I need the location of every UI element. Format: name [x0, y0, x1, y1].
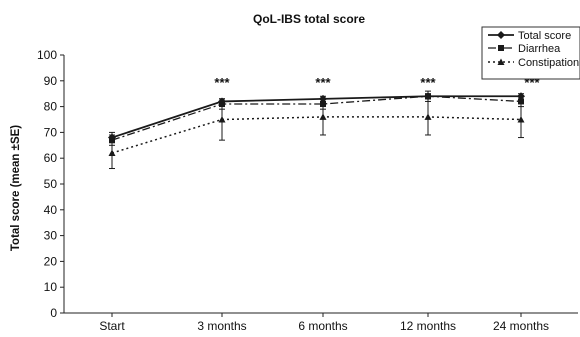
legend-label: Constipation: [518, 57, 579, 69]
series-line: [111, 95, 521, 139]
y-tick-label: 10: [44, 280, 58, 294]
x-tick-label: Start: [99, 319, 125, 333]
significance-marker: ***: [420, 75, 436, 90]
y-tick-label: 40: [44, 203, 58, 217]
y-tick-label: 70: [44, 125, 58, 139]
axes: 0 10 20 30 40 50 60 70 80 90 100 Start 3 months 6 mon…: [37, 48, 578, 333]
y-tick-label: 0: [50, 306, 57, 320]
x-tick-label: 3 months: [197, 319, 246, 333]
data-point: [108, 149, 116, 157]
y-tick-label: 100: [37, 48, 57, 62]
data-point: [218, 116, 226, 123]
data-point: [319, 113, 327, 120]
y-tick-label: 60: [44, 151, 58, 165]
significance-marker: ***: [214, 75, 230, 90]
series-layer: [108, 90, 525, 170]
x-tick-label: 6 months: [298, 319, 347, 333]
series-line: [111, 116, 522, 154]
y-tick-label: 20: [44, 254, 58, 268]
legend-label: Diarrhea: [518, 43, 561, 55]
data-point: [497, 31, 505, 39]
y-tick-label: 50: [44, 177, 58, 191]
y-tick-label: 80: [44, 100, 58, 114]
y-axis-label: Total score (mean ±SE): [10, 125, 22, 251]
data-point: [424, 113, 432, 120]
data-point: [425, 93, 431, 100]
y-tick-label: 30: [44, 229, 58, 243]
y-tick-label: 90: [44, 74, 58, 88]
x-tick-label: 24 months: [493, 319, 549, 333]
data-point: [498, 45, 504, 51]
x-tick-label: 12 months: [400, 319, 456, 333]
chart-title: QoL-IBS total score: [253, 12, 365, 26]
data-point: [517, 116, 525, 123]
series-constipation: [108, 98, 525, 170]
data-point: [497, 58, 505, 65]
series-line: [111, 95, 522, 141]
legend-label: Total score: [518, 30, 571, 42]
significance-marker: ***: [315, 75, 331, 90]
